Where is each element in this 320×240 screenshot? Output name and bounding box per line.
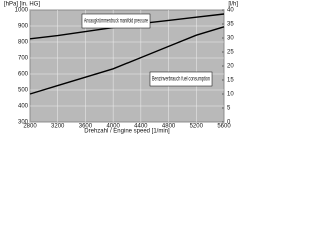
annotation: Ansaugkrümmerdruck manifold pressure [84, 19, 148, 25]
x-tick-label: 4000 [106, 124, 120, 130]
y2-tick-label: 5 [227, 106, 231, 112]
y2-axis-label: [l/h] [228, 2, 238, 8]
annotation-box [81, 13, 151, 29]
y-tick-label: 1000 [15, 8, 29, 14]
x-tick-label: 2800 [23, 124, 37, 130]
x-tick-label: 3600 [79, 124, 93, 130]
annotation: Benzinverbrauch fuel consumption [152, 77, 210, 83]
x-tick-label: 3200 [51, 124, 65, 130]
y2-tick-label: 10 [227, 92, 234, 98]
annotation-box [149, 71, 213, 87]
y-tick-label: 800 [18, 40, 29, 46]
y2-tick-label: 0 [227, 120, 231, 126]
y-tick-label: 400 [18, 104, 29, 110]
y2-tick-label: 30 [227, 36, 234, 42]
y2-tick-label: 40 [227, 8, 234, 14]
x-axis-label: Drehzahl / Engine speed [1/min] [84, 129, 170, 135]
y-tick-label: 900 [18, 24, 29, 30]
x-tick-label: 5200 [190, 124, 204, 130]
y-tick-label: 300 [18, 120, 29, 126]
y2-tick-label: 25 [227, 50, 234, 56]
chart: [hPa] [in. HG] [l/h] Drehzahl / Engine s… [4, 2, 238, 135]
y2-tick-label: 20 [227, 64, 234, 70]
x-tick-label: 4800 [162, 124, 176, 130]
x-tick-label: 5600 [217, 124, 231, 130]
line [29, 26, 225, 95]
plot-area [29, 9, 225, 123]
y-tick-label: 600 [18, 72, 29, 78]
y2-tick-label: 35 [227, 22, 234, 28]
y-axis-label: [hPa] [in. HG] [4, 2, 40, 8]
x-tick-label: 4400 [134, 124, 148, 130]
y2-tick-label: 15 [227, 78, 234, 84]
y-tick-label: 700 [18, 56, 29, 62]
y-tick-label: 500 [18, 88, 29, 94]
